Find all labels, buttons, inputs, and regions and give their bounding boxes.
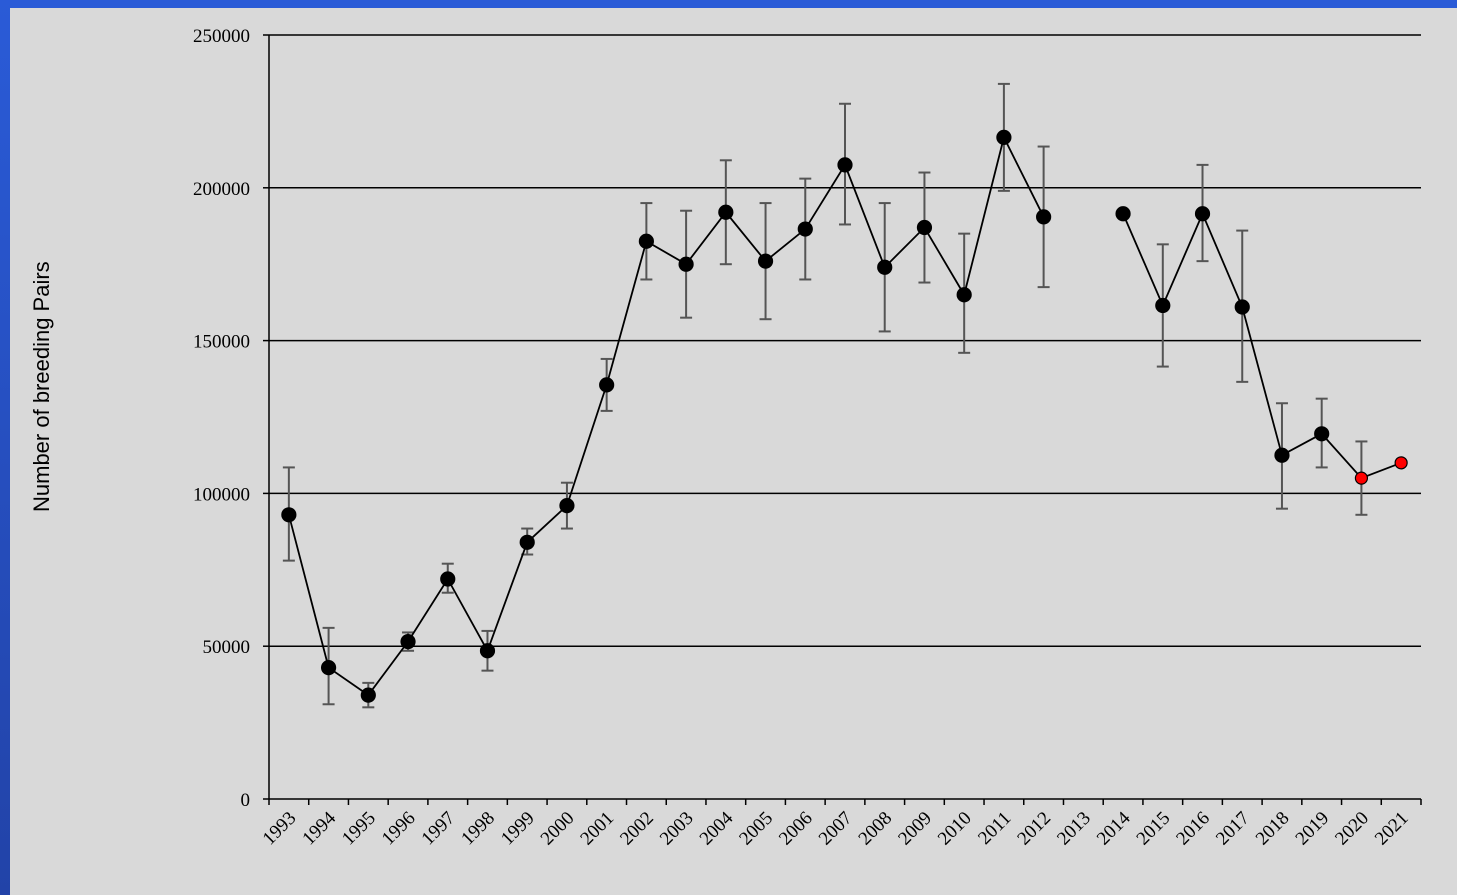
x-tick-label: 2020 [1331,808,1373,850]
data-point [559,498,575,514]
y-tick-label: 150000 [193,332,250,353]
x-tick-label: 1997 [418,808,460,850]
data-point [877,259,893,275]
x-tick-label: 1993 [259,808,301,850]
x-tick-label: 2008 [855,808,897,850]
x-tick-label: 2011 [974,808,1015,849]
x-tick-label: 2010 [934,808,976,850]
data-point [360,687,376,703]
series-line [1122,211,1402,480]
x-tick-label: 2000 [537,808,579,850]
data-point [1036,209,1052,225]
y-tick-label: 100000 [193,484,250,505]
data-point [1115,206,1131,222]
data-point [916,219,933,236]
x-tick-label: 2017 [1212,808,1254,850]
x-tick-label: 1995 [338,808,380,850]
y-tick-label: 0 [241,790,251,811]
x-tick-label: 2018 [1252,808,1294,850]
data-point [400,634,416,650]
data-point [1155,297,1171,314]
x-tick-label: 2021 [1371,808,1413,850]
data-point [519,534,535,550]
x-tick-label: 2002 [616,808,658,850]
data-point [996,129,1012,145]
data-point [718,204,734,220]
data-point [638,233,654,249]
x-tick-label: 1996 [378,808,420,850]
highlight-data-point [1354,471,1369,485]
data-point [479,643,496,659]
x-tick-label: 2004 [696,807,738,849]
x-tick-label: 2015 [1133,808,1175,850]
data-point [956,287,972,303]
x-tick-label: 2001 [576,808,618,850]
x-tick-label: 1999 [497,808,539,850]
chart-panel [10,8,1457,895]
x-tick-label: 1994 [298,807,340,849]
y-tick-label: 250000 [193,26,250,47]
x-tick-label: 2005 [735,808,777,850]
data-point [1314,426,1330,442]
y-tick-label: 50000 [203,637,251,658]
series-line [287,134,1045,697]
data-point [281,507,297,523]
data-point [1274,447,1290,463]
data-point [1234,299,1250,315]
x-tick-label: 2019 [1292,808,1334,850]
data-point [678,256,694,272]
x-tick-label: 2013 [1053,808,1095,850]
data-point [440,571,456,587]
x-tick-label: 1998 [457,808,499,850]
x-tick-label: 2007 [815,808,857,850]
x-tick-label: 2012 [1013,808,1055,850]
data-point [757,253,774,269]
data-point [599,377,615,393]
data-point [837,157,853,173]
data-point [320,659,337,676]
x-tick-label: 2016 [1172,808,1214,850]
highlight-data-point [1394,456,1408,470]
x-tick-label: 2014 [1093,807,1135,849]
y-tick-label: 200000 [193,179,250,200]
x-tick-label: 2003 [656,808,698,850]
data-point [797,221,813,237]
x-tick-label: 2006 [775,808,817,850]
x-tick-label: 2009 [894,808,936,850]
data-point [1194,206,1211,222]
